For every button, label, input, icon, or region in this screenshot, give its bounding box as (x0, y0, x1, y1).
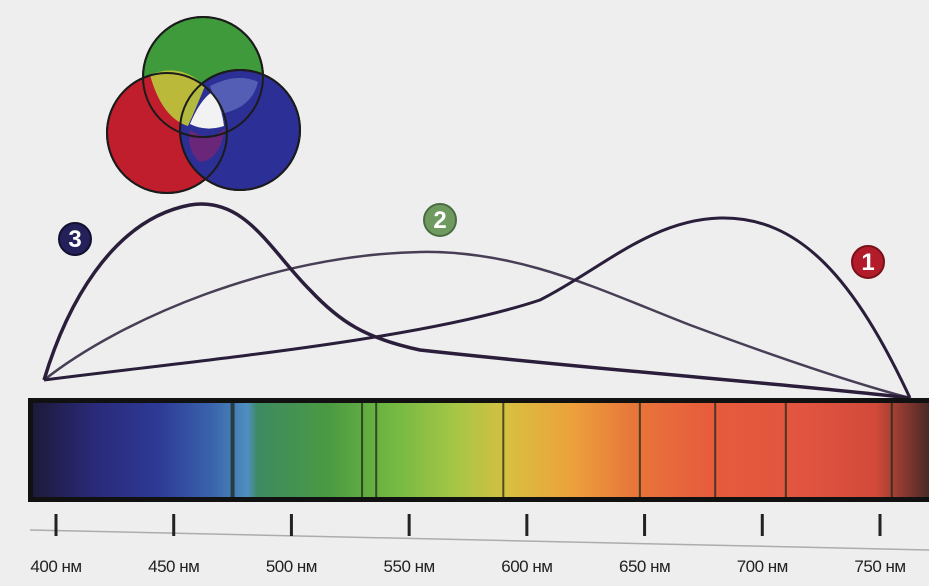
badge-1: 1 (851, 245, 885, 279)
axis-tick-label: 450 нм (148, 557, 199, 576)
badge-3-label: 3 (68, 226, 81, 253)
badge-1-label: 1 (861, 249, 874, 276)
curve-2-green-cone (43, 250, 911, 400)
axis-tick-label: 700 нм (737, 557, 788, 576)
visible-spectrum-bar (28, 398, 929, 502)
axis-tick-label: 550 нм (384, 557, 435, 576)
wavelength-axis: 400 нм 450 нм 500 нм 550 нм 600 нм 650 нм 700 … (29, 514, 929, 576)
axis-tick-label: 600 нм (501, 557, 552, 576)
axis-tick-label: 400 нм (30, 557, 81, 576)
venn-cyan-overlap (210, 77, 258, 114)
venn-white-center (190, 92, 224, 129)
venn-yellow-overlap (150, 70, 205, 126)
badge-2: 2 (423, 203, 457, 237)
badge-2-label: 2 (433, 207, 446, 234)
rgb-venn-icon (106, 16, 301, 194)
cone-curves (42, 202, 912, 400)
badge-3: 3 (58, 222, 92, 256)
curve-1-red-cone (43, 216, 912, 399)
curve-badges: 3 2 1 (58, 203, 885, 279)
curve-3-blue-cone (42, 202, 911, 400)
axis-tick-label: 500 нм (266, 557, 317, 576)
axis-tick-label: 650 нм (619, 557, 670, 576)
axis-tick-label: 750 нм (854, 557, 905, 576)
